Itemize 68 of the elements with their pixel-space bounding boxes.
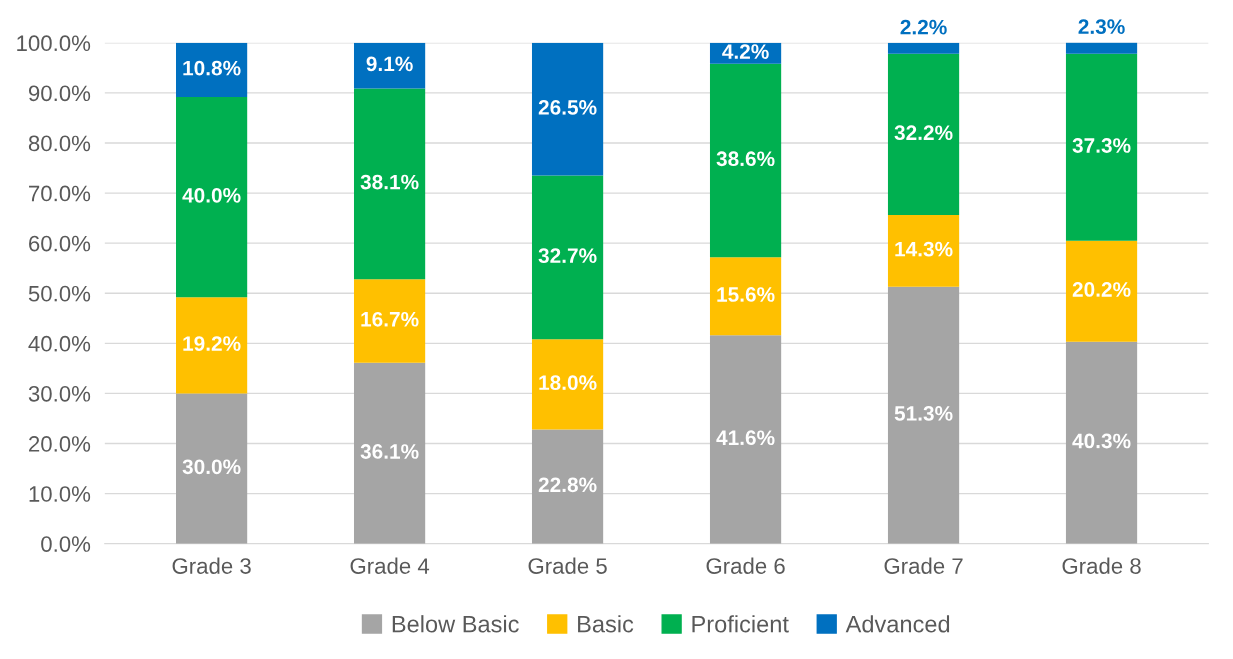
data-label: 37.3%	[1072, 138, 1131, 153]
data-label: 2.3%	[1078, 19, 1125, 35]
bar	[176, 393, 248, 544]
data-label: 10.8%	[183, 60, 241, 76]
y-tick-label: 50.0%	[28, 285, 91, 302]
y-tick-label: 100.0%	[17, 35, 91, 52]
bar	[709, 63, 782, 258]
y-tick-label: 20.0%	[29, 436, 91, 452]
bar	[531, 175, 604, 340]
legend-label: Below Basic	[392, 615, 519, 633]
x-tick-label: Grade 3	[172, 557, 251, 574]
legend-label: Proficient	[692, 615, 789, 633]
y-tick-label: 80.0%	[28, 135, 91, 152]
data-label: 20.2%	[1072, 282, 1131, 297]
bar	[353, 279, 426, 363]
data-label: 38.1%	[360, 174, 419, 190]
x-tick-label: Grade 8	[1062, 557, 1141, 574]
bar	[887, 286, 960, 544]
data-label: 51.3%	[894, 406, 953, 421]
bar	[353, 88, 426, 280]
bar	[353, 362, 426, 544]
bar	[887, 42, 960, 54]
y-tick-label: 90.0%	[28, 85, 91, 102]
y-tick-label: 30.0%	[28, 385, 91, 402]
data-label: 9.1%	[366, 56, 413, 72]
bar	[531, 429, 604, 544]
bar	[176, 96, 248, 298]
legend-label: Basic	[578, 615, 634, 633]
data-label: 40.3%	[1072, 433, 1131, 449]
data-label: 32.2%	[894, 125, 953, 141]
bar	[176, 42, 248, 97]
data-label: 14.3%	[895, 241, 953, 257]
data-label: 16.7%	[361, 311, 419, 327]
data-label: 18.0%	[539, 375, 597, 390]
data-label: 15.6%	[717, 287, 775, 302]
data-label: 38.6%	[716, 151, 775, 167]
bar	[176, 297, 248, 394]
y-tick-label: 70.0%	[29, 185, 91, 202]
data-label: 19.2%	[183, 336, 241, 351]
data-label: 30.0%	[182, 459, 241, 475]
bar	[1065, 42, 1138, 54]
data-label: 4.2%	[722, 44, 769, 59]
x-tick-label: Grade 6	[706, 557, 785, 574]
bar	[353, 42, 426, 89]
data-label: 22.8%	[538, 477, 597, 493]
data-label: 36.1%	[360, 444, 419, 459]
y-tick-label: 40.0%	[28, 335, 91, 352]
y-tick-label: 0.0%	[41, 536, 91, 552]
data-label: 32.7%	[538, 248, 597, 264]
bar	[887, 53, 960, 216]
data-label: 40.0%	[182, 187, 241, 203]
data-label: 41.6%	[716, 430, 775, 446]
x-tick-label: Grade 7	[884, 557, 963, 574]
y-tick-label: 60.0%	[29, 235, 91, 252]
data-label: 2.2%	[900, 19, 947, 35]
legend-label: Advanced	[845, 615, 950, 633]
bar	[1065, 53, 1138, 241]
bar	[709, 257, 782, 336]
bar	[709, 335, 782, 544]
bar	[887, 215, 960, 287]
x-tick-label: Grade 4	[350, 557, 430, 574]
bar	[1065, 240, 1138, 342]
bar	[531, 42, 604, 176]
y-tick-label: 10.0%	[29, 486, 91, 502]
bar	[531, 339, 604, 430]
x-tick-label: Grade 5	[528, 557, 607, 574]
bar	[1065, 341, 1138, 544]
data-label: 26.5%	[538, 100, 597, 115]
